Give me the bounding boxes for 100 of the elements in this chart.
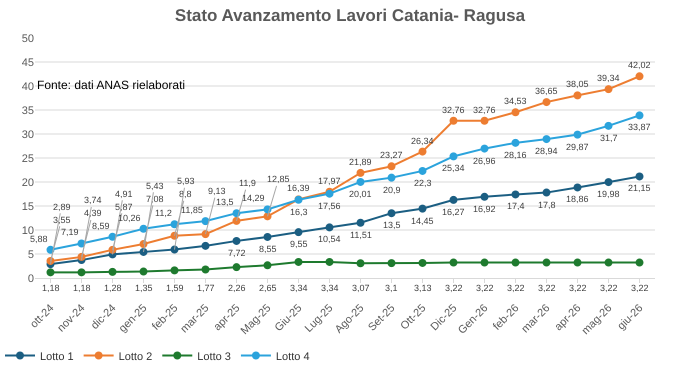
data-label: 3,55 xyxy=(53,215,71,225)
data-label: 21,15 xyxy=(628,183,651,193)
data-label: 5,43 xyxy=(146,181,164,191)
point xyxy=(542,135,550,144)
data-label: 3,74 xyxy=(84,195,102,205)
data-label: 2,26 xyxy=(228,283,246,293)
point xyxy=(512,258,520,267)
data-label: 28,16 xyxy=(504,150,527,160)
point xyxy=(418,148,426,156)
point xyxy=(356,178,364,186)
data-label: 17,8 xyxy=(538,200,556,210)
point xyxy=(388,209,396,218)
point xyxy=(636,72,644,80)
data-label: 12,85 xyxy=(267,174,290,184)
data-label: 10,54 xyxy=(318,234,341,244)
data-label: 13,5 xyxy=(383,220,401,230)
data-label: 16,27 xyxy=(442,207,465,217)
point xyxy=(264,261,272,270)
point xyxy=(574,91,582,100)
data-label: 7,72 xyxy=(228,248,246,258)
point xyxy=(450,116,458,125)
point xyxy=(480,192,488,201)
point xyxy=(294,258,302,266)
data-label: 17,56 xyxy=(318,201,341,211)
point xyxy=(512,108,520,116)
data-label: 33,87 xyxy=(628,122,651,132)
data-label: 25,34 xyxy=(442,163,465,173)
point xyxy=(574,130,582,139)
data-label: 3,22 xyxy=(476,283,494,293)
point xyxy=(418,204,426,213)
data-label: 5,93 xyxy=(177,176,195,186)
point xyxy=(388,162,396,170)
data-label: 13,5 xyxy=(216,197,234,207)
data-label: 17,4 xyxy=(507,201,525,211)
data-label: 28,94 xyxy=(535,146,558,156)
data-label: 5,87 xyxy=(115,202,133,212)
data-label: 22,3 xyxy=(414,178,432,188)
point xyxy=(202,230,210,238)
point xyxy=(542,98,550,106)
legend-label: Lotto 1 xyxy=(40,350,74,363)
y-tick-label: 25 xyxy=(22,152,34,165)
data-label: 8,55 xyxy=(259,244,277,254)
point xyxy=(46,268,54,276)
point xyxy=(232,263,240,272)
point xyxy=(450,258,458,267)
y-tick-label: 5 xyxy=(28,248,34,261)
data-label: 1,77 xyxy=(197,283,215,293)
legend-label: Lotto 3 xyxy=(197,350,231,363)
data-label: 3,13 xyxy=(414,283,432,293)
data-label: 2,65 xyxy=(259,283,277,293)
data-label: 3,22 xyxy=(569,283,587,293)
data-label: 32,76 xyxy=(473,105,496,115)
point xyxy=(326,223,334,232)
point xyxy=(78,268,86,276)
point xyxy=(356,168,364,177)
data-label: 3,1 xyxy=(385,283,398,293)
point xyxy=(574,258,582,267)
data-label: 18,86 xyxy=(566,194,589,204)
data-label: 1,28 xyxy=(104,283,122,293)
y-tick-label: 15 xyxy=(22,200,34,213)
data-label: 20,9 xyxy=(383,185,401,195)
point xyxy=(356,218,364,227)
point xyxy=(326,258,334,266)
data-label: 11,9 xyxy=(239,178,256,188)
data-label: 16,92 xyxy=(473,204,496,214)
point xyxy=(604,122,612,130)
data-label: 7,08 xyxy=(146,194,164,204)
annotation: Fonte: dati ANAS rielaborati xyxy=(37,78,186,92)
legend-label: Lotto 2 xyxy=(118,350,152,363)
data-label: 20,01 xyxy=(349,189,372,199)
y-tick-label: 45 xyxy=(22,56,34,69)
data-label: 26,34 xyxy=(411,136,434,146)
point xyxy=(264,232,272,241)
data-label: 14,45 xyxy=(411,216,434,226)
point xyxy=(512,190,520,198)
point xyxy=(202,266,210,274)
data-label: 17,97 xyxy=(318,176,341,186)
point xyxy=(574,183,582,192)
point xyxy=(636,172,644,180)
data-label: 29,87 xyxy=(566,142,589,152)
point xyxy=(170,246,178,254)
data-label: 16,3 xyxy=(290,207,308,217)
point xyxy=(388,174,396,182)
data-label: 3,34 xyxy=(321,283,339,293)
data-label: 7,19 xyxy=(61,227,79,237)
data-label: 3,22 xyxy=(507,283,525,293)
data-label: 3,07 xyxy=(352,283,370,293)
data-label: 11,51 xyxy=(350,230,372,240)
data-label: 9,55 xyxy=(290,239,308,249)
data-label: 3,34 xyxy=(290,283,308,293)
point xyxy=(140,224,148,233)
data-label: 3,22 xyxy=(538,283,556,293)
y-tick-label: 35 xyxy=(22,104,34,117)
point xyxy=(636,258,644,267)
point xyxy=(202,217,210,226)
data-label: 39,34 xyxy=(597,73,620,83)
point xyxy=(418,166,426,175)
point xyxy=(636,111,644,120)
point xyxy=(170,266,178,274)
data-label: 8,59 xyxy=(92,221,110,231)
